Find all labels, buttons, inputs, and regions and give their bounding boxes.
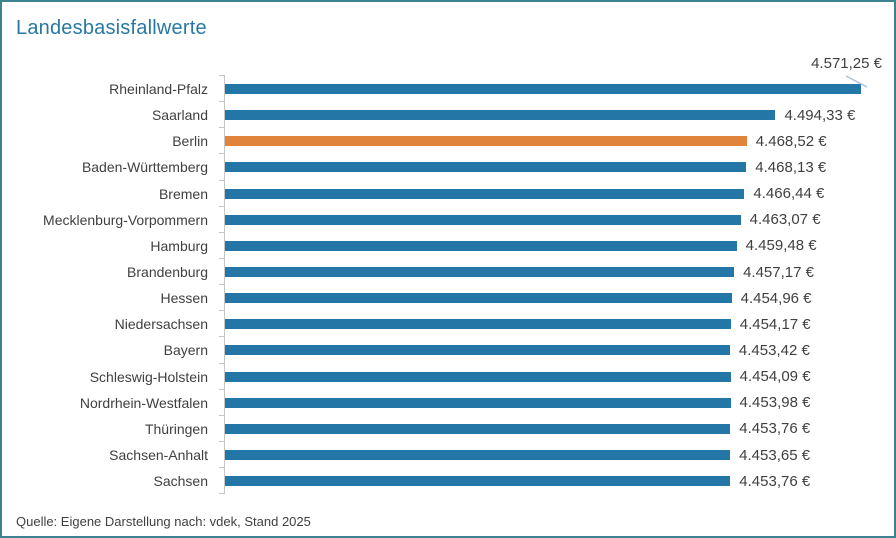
value-label: 4.454,17 € (739, 315, 811, 333)
chart-row: Niedersachsen 4.454,17 € (12, 310, 882, 338)
category-label: Nordrhein-Westfalen (79, 394, 208, 411)
chart-row: Schleswig-Holstein 4.454,09 € (12, 362, 882, 390)
chart-row: Bremen 4.466,44 € (12, 179, 882, 207)
bar-chart: Rheinland-Pfalz Saarland 4.494,33 € Berlin 4… (12, 55, 882, 495)
bar (225, 110, 776, 121)
chart-row: Sachsen 4.453,76 € (12, 467, 882, 495)
bar (225, 136, 747, 147)
bar (225, 476, 731, 487)
chart-row: Mecklenburg-Vorpommern 4.463,07 € (12, 205, 882, 233)
bar-zone: 4.463,07 € (219, 205, 882, 233)
category-label: Hamburg (150, 237, 208, 254)
bar-zone: 4.454,17 € (219, 310, 882, 338)
category-label: Sachsen-Anhalt (109, 447, 208, 464)
bar (225, 240, 737, 251)
value-label: 4.457,17 € (743, 263, 814, 281)
bar-chart-rows: Rheinland-Pfalz Saarland 4.494,33 € Berlin 4… (12, 74, 882, 495)
chart-row: Hamburg 4.459,48 € (12, 231, 882, 259)
value-label: 4.466,44 € (753, 185, 825, 203)
bar-zone: 4.494,33 € (219, 101, 882, 129)
bar-zone: 4.466,44 € (219, 179, 882, 207)
value-label: 4.459,48 € (745, 237, 817, 255)
chart-row: Baden-Württemberg 4.468,13 € (12, 153, 882, 181)
value-label: 4.454,96 € (740, 289, 812, 307)
category-label: Mecklenburg-Vorpommern (43, 211, 208, 228)
category-label: Bayern (163, 342, 208, 359)
bar-zone: 4.468,13 € (219, 153, 882, 181)
category-label: Rheinland-Pfalz (109, 81, 208, 98)
chart-row: Saarland 4.494,33 € (12, 101, 882, 129)
chart-row: Brandenburg 4.457,17 € (12, 257, 882, 286)
bar-zone: 4.453,76 € (219, 414, 882, 442)
chart-row: Thüringen 4.453,76 € (12, 414, 882, 442)
chart-row: Berlin 4.468,52 € (12, 127, 882, 155)
category-label: Bremen (158, 185, 208, 202)
bar-zone: 4.459,48 € (219, 231, 882, 259)
bar (225, 84, 862, 95)
bar (225, 397, 731, 408)
callout-leader-line (845, 75, 868, 88)
value-label: 4.468,52 € (755, 132, 827, 150)
category-label: Berlin (172, 133, 208, 150)
value-label: 4.453,98 € (739, 394, 811, 412)
bar (225, 371, 731, 382)
bar-zone: 4.453,65 € (219, 440, 882, 469)
bar-zone (219, 74, 882, 103)
source-note: Quelle: Eigene Darstellung nach: vdek, S… (16, 514, 311, 529)
callout-value-label: 4.571,25 € (811, 55, 882, 72)
category-label: Sachsen (153, 473, 208, 490)
chart-row: Sachsen-Anhalt 4.453,65 € (12, 440, 882, 469)
bar-zone: 4.454,09 € (219, 362, 882, 390)
bar-zone: 4.453,42 € (219, 336, 882, 364)
category-label: Saarland (151, 107, 208, 124)
bar (225, 293, 732, 304)
chart-row: Nordrhein-Westfalen 4.453,98 € (12, 388, 882, 416)
value-label: 4.454,09 € (739, 368, 811, 386)
bar (225, 162, 747, 173)
bar-zone: 4.457,17 € (219, 257, 882, 286)
bar-zone: 4.453,98 € (219, 388, 882, 416)
category-label: Brandenburg (127, 264, 208, 281)
chart-row: Bayern 4.453,42 € (12, 336, 882, 364)
bar (225, 267, 735, 278)
value-label: 4.453,76 € (739, 472, 811, 490)
value-label: 4.453,42 € (738, 341, 810, 359)
bar (225, 188, 745, 199)
value-label: 4.463,07 € (749, 211, 821, 229)
bar-zone: 4.453,76 € (219, 467, 882, 495)
bar (225, 450, 731, 461)
bar (225, 345, 730, 356)
chart-row: Hessen 4.454,96 € (12, 284, 882, 312)
category-label: Baden-Württemberg (81, 159, 208, 176)
value-label: 4.453,76 € (739, 420, 811, 438)
category-label: Niedersachsen (114, 316, 208, 333)
value-label: 4.453,65 € (739, 446, 811, 464)
bar-zone: 4.468,52 € (219, 127, 882, 155)
category-label: Schleswig-Holstein (89, 368, 208, 385)
bar (225, 319, 731, 330)
bar-zone: 4.454,96 € (219, 284, 882, 312)
bar (225, 423, 731, 434)
category-label: Hessen (160, 290, 208, 307)
value-label: 4.468,13 € (755, 158, 827, 176)
chart-row: Rheinland-Pfalz (12, 74, 882, 103)
value-label: 4.494,33 € (784, 106, 856, 124)
chart-title: Landesbasisfallwerte (16, 17, 207, 39)
category-label: Thüringen (144, 420, 208, 437)
bar (225, 214, 741, 225)
